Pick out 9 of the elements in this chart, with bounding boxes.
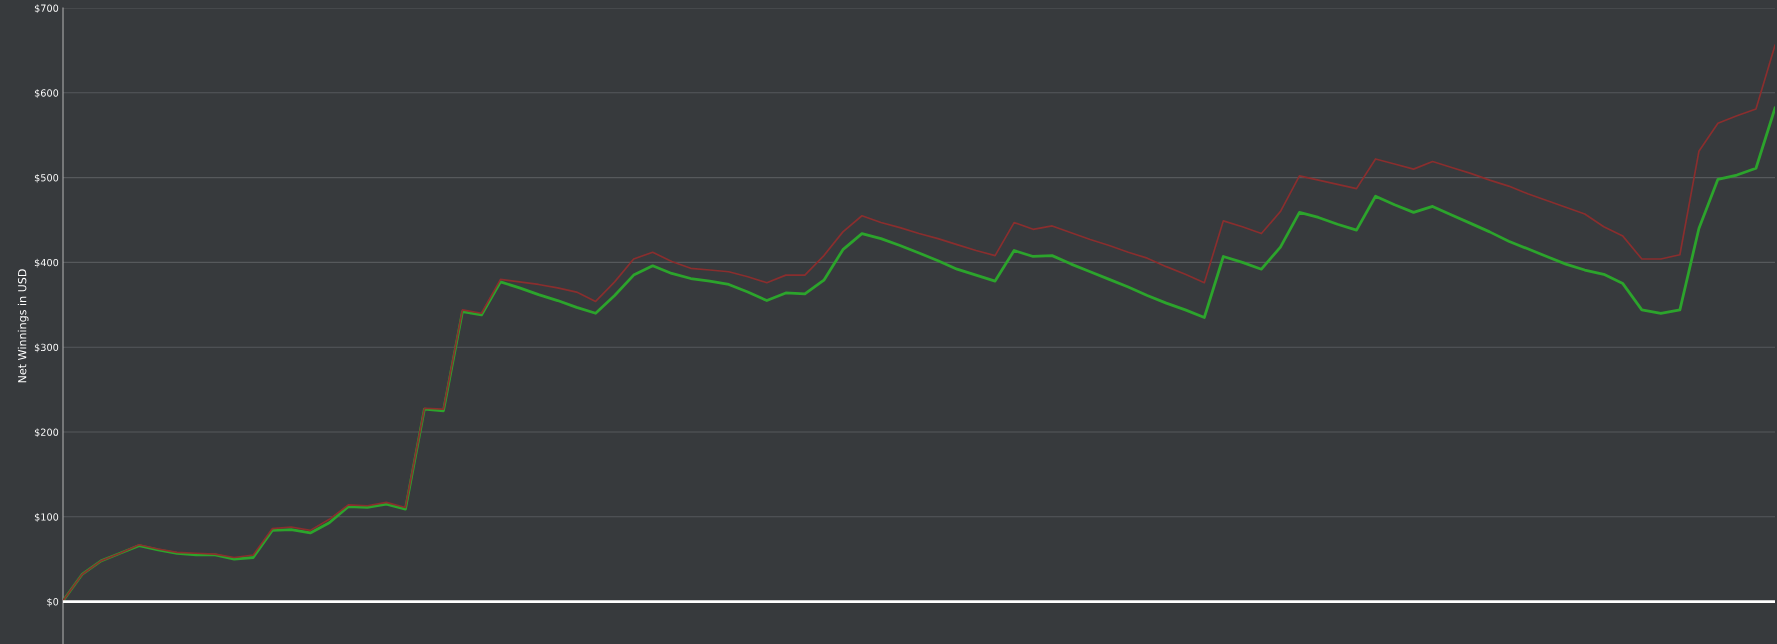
y-tick-label: $100 (34, 513, 59, 522)
y-tick-label: $200 (34, 428, 59, 438)
y-tick-label: $300 (34, 343, 59, 353)
y-axis-title: Net Winnings in USD (17, 269, 29, 383)
y-tick-label: $600 (34, 89, 59, 98)
y-tick-label: $400 (34, 258, 59, 268)
y-tick-label: $500 (34, 173, 59, 183)
y-tick-label: $0 (47, 597, 59, 607)
y-tick-label: $700 (34, 4, 59, 14)
